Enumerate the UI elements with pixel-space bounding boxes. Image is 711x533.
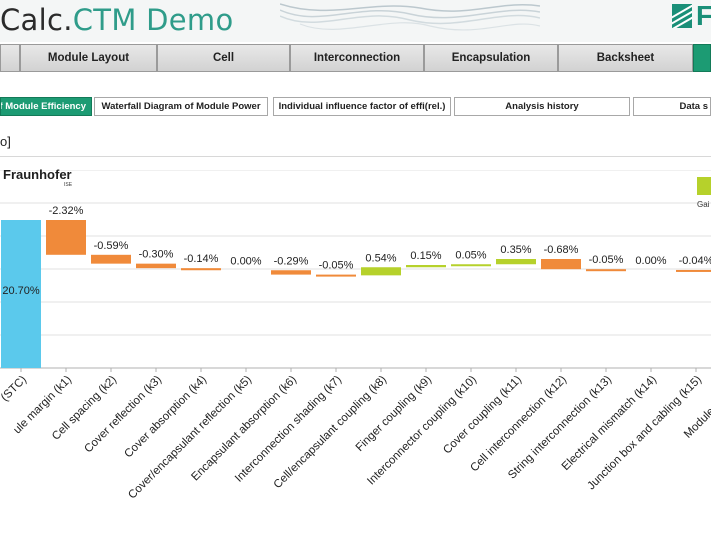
- bar-value-label: 0.15%: [410, 250, 441, 262]
- legend-gain-label: Gai: [697, 200, 710, 209]
- top-navigation: Module Layout Cell Interconnection Encap…: [0, 44, 711, 73]
- app-title-prefix: Calc.: [0, 3, 73, 37]
- unit-label: o]: [0, 134, 11, 149]
- bar-value-label: -0.05%: [319, 260, 354, 272]
- tab-active-partial[interactable]: [693, 44, 711, 72]
- subtab-analysis-history[interactable]: Analysis history: [454, 97, 630, 116]
- legend-gain-swatch: [697, 177, 711, 195]
- waterfall-chart: 20.70% -2.32% -0.59% -0.30% -0.14% 0.00% -0.29…: [0, 170, 711, 501]
- bar-value-label: 0.54%: [365, 252, 396, 264]
- subtab-waterfall-module-power[interactable]: Waterfall Diagram of Module Power: [94, 97, 268, 116]
- subtab-data-partial[interactable]: Data s: [633, 97, 711, 116]
- tab-interconnection[interactable]: Interconnection: [290, 44, 424, 72]
- category-tick-label: Electrical mismatch (k14): [560, 374, 659, 473]
- app-header: Calc.CTM Demo F: [0, 0, 711, 42]
- app-title-suffix: CTM Demo: [72, 3, 234, 37]
- waterfall-bar: [91, 254, 131, 264]
- waterfall-bar: [46, 220, 86, 255]
- waterfall-bar: [181, 268, 221, 271]
- category-tick-label: Finger coupling (k9): [354, 374, 434, 454]
- bar-value-label: 20.70%: [2, 285, 40, 297]
- bar-value-label: 0.00%: [635, 255, 666, 267]
- category-tick-label: Cover absorption (k4): [122, 374, 209, 461]
- bar-value-label: -0.04%: [679, 255, 711, 267]
- bar-value-label: -0.68%: [544, 244, 579, 256]
- waterfall-bar: [541, 259, 581, 270]
- app-title: Calc.CTM Demo: [0, 3, 234, 37]
- tab-module-layout[interactable]: Module Layout: [20, 44, 157, 72]
- category-tick-label: Cover coupling (k11): [441, 374, 524, 457]
- waterfall-bar: [316, 274, 356, 277]
- waterfall-bar: [271, 270, 311, 275]
- bar-value-label: -0.30%: [139, 249, 174, 261]
- tab-encapsulation[interactable]: Encapsulation: [424, 44, 558, 72]
- waterfall-bar: [676, 269, 711, 272]
- waterfall-bar: [406, 265, 446, 268]
- sub-tab-bar: of Module Efficiency Waterfall Diagram o…: [0, 97, 711, 117]
- separator-line: [0, 156, 711, 157]
- fraunhofer-logo-icon: F: [666, 0, 711, 32]
- category-tick-label: (STC): [0, 374, 29, 404]
- bar-value-label: -0.05%: [589, 254, 624, 266]
- bar-value-label: -0.59%: [94, 240, 129, 252]
- bar-value-label: 0.00%: [230, 255, 261, 267]
- fraunhofer-brand: Fraunhofer: [3, 167, 72, 182]
- category-tick-label: Cover reflection (k3): [82, 374, 164, 456]
- bar-value-label: 0.05%: [455, 249, 486, 261]
- tab-cell[interactable]: Cell: [157, 44, 290, 72]
- waterfall-bar: [1, 220, 41, 368]
- subtab-influence-factor[interactable]: Individual influence factor of effi(rel.…: [273, 97, 451, 116]
- decorative-waves-icon: [280, 3, 540, 31]
- bar-value-label: 0.35%: [500, 244, 531, 256]
- tab-backsheet[interactable]: Backsheet: [558, 44, 693, 72]
- waterfall-bar: [451, 264, 491, 267]
- main-panel: [0, 122, 711, 533]
- waterfall-bar: [586, 269, 626, 272]
- waterfall-bar: [496, 259, 536, 265]
- waterfall-bar: [136, 263, 176, 269]
- bar-value-label: -0.14%: [184, 253, 219, 265]
- subtab-module-efficiency[interactable]: of Module Efficiency: [0, 97, 92, 116]
- bar-value-label: -0.29%: [274, 255, 309, 267]
- top-tab-left-partial[interactable]: [0, 44, 20, 72]
- waterfall-bar: [361, 267, 401, 276]
- fraunhofer-brand-sub: ISE: [64, 182, 73, 188]
- bar-value-label: -2.32%: [49, 205, 84, 217]
